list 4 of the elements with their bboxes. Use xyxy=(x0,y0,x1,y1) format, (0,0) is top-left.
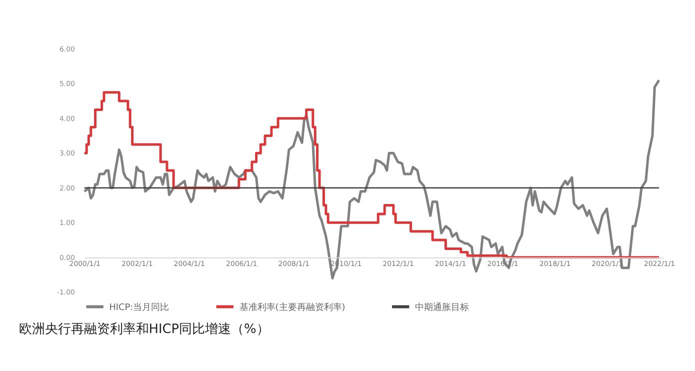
legend-label: 中期通胀目标 xyxy=(415,302,470,313)
legend-label: HICP:当月同比 xyxy=(109,302,170,313)
legend-label: 基准利率(主要再融资利率) xyxy=(239,302,346,313)
text: 欧洲央行再融资利率和HICP同比增速（%） xyxy=(18,320,270,337)
